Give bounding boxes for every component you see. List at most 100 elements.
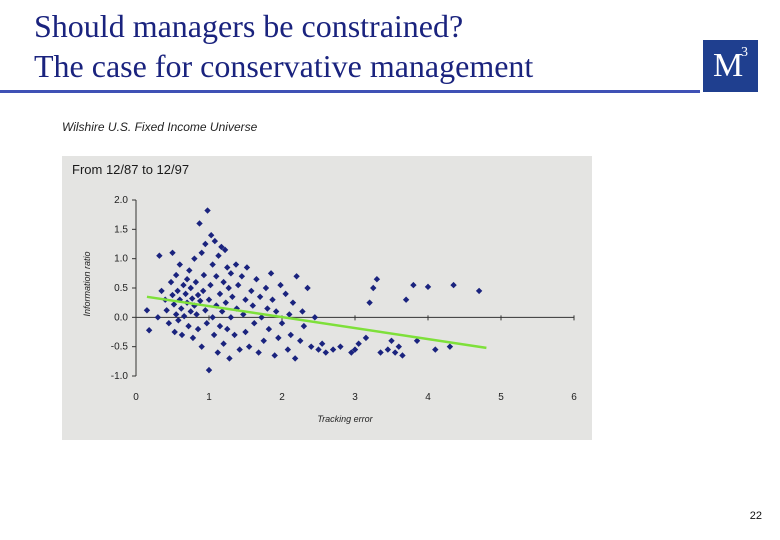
data-point <box>424 283 432 291</box>
data-point <box>308 343 315 350</box>
data-point <box>202 240 209 248</box>
company-logo: M 3 <box>703 40 758 92</box>
data-point <box>289 299 297 306</box>
title-line-1: Should managers be constrained? <box>34 8 464 44</box>
y-tick-label: 1.5 <box>114 224 128 235</box>
data-point <box>265 325 273 333</box>
data-point <box>156 252 163 259</box>
data-point <box>446 343 454 350</box>
data-point <box>218 243 225 251</box>
data-point <box>287 331 294 339</box>
data-point <box>218 308 226 315</box>
x-tick-label: 4 <box>425 392 431 403</box>
y-axis-label: Information ratio <box>82 251 92 316</box>
data-point <box>192 278 200 286</box>
data-point <box>185 322 192 330</box>
data-point <box>174 287 181 295</box>
data-point <box>269 296 276 303</box>
data-point <box>278 320 286 327</box>
data-point <box>351 346 359 353</box>
data-point <box>209 261 216 268</box>
data-point <box>180 312 188 320</box>
data-point <box>209 314 216 321</box>
x-tick-label: 6 <box>571 392 577 403</box>
data-point <box>224 325 231 333</box>
data-point <box>198 249 205 256</box>
data-points <box>143 207 483 374</box>
data-point <box>391 349 399 356</box>
data-point <box>187 308 194 315</box>
data-point <box>243 264 251 271</box>
data-point <box>186 267 193 274</box>
data-point <box>163 307 170 314</box>
trendline-group <box>146 295 487 350</box>
data-point <box>232 261 240 268</box>
data-point <box>318 340 326 347</box>
data-point <box>172 311 180 318</box>
data-point <box>388 337 395 344</box>
data-point <box>402 296 410 303</box>
data-point <box>204 207 211 214</box>
data-point <box>202 307 209 314</box>
data-point <box>284 346 292 353</box>
data-point <box>277 281 284 289</box>
data-point <box>304 284 311 292</box>
data-point <box>200 271 208 279</box>
data-point <box>154 314 162 321</box>
data-point <box>235 281 242 289</box>
data-point <box>227 270 235 277</box>
title-underline <box>0 90 700 93</box>
data-point <box>395 343 402 350</box>
y-tick-label: -0.5 <box>111 342 129 353</box>
data-point <box>370 284 377 292</box>
data-point <box>362 334 370 342</box>
data-point <box>366 299 373 306</box>
data-point <box>175 317 182 324</box>
data-point <box>211 237 219 245</box>
logo-superscript: 3 <box>741 45 748 60</box>
data-point <box>180 281 187 289</box>
data-point <box>377 349 384 356</box>
x-axis-label: Tracking error <box>317 414 373 424</box>
data-point <box>227 314 235 321</box>
data-point <box>413 337 421 344</box>
data-point <box>205 366 213 374</box>
data-point <box>205 296 213 303</box>
data-point <box>220 278 227 286</box>
slide-title: Should managers be constrained? The case … <box>34 6 533 86</box>
data-point <box>216 322 224 330</box>
universe-label: Wilshire U.S. Fixed Income Universe <box>62 120 258 134</box>
data-point <box>231 331 238 339</box>
data-point <box>158 287 165 295</box>
data-point <box>178 331 186 339</box>
data-point <box>215 252 222 259</box>
data-point <box>432 346 439 353</box>
data-point <box>216 290 224 298</box>
data-point <box>373 276 381 283</box>
data-point <box>203 320 211 327</box>
data-point <box>249 302 256 309</box>
scatter-chart: 2.0 1.5 1.0 0.5 0.0 -0.5 -1.0 0 1 2 3 4 5 6 Tracking … <box>82 195 577 424</box>
data-point <box>262 284 270 292</box>
data-point <box>260 337 267 344</box>
data-point <box>193 311 200 318</box>
data-point <box>167 278 175 286</box>
data-point <box>242 296 249 303</box>
data-point <box>207 281 214 289</box>
data-point <box>337 343 344 350</box>
title-line-2: The case for conservative management <box>34 48 534 84</box>
data-point <box>145 327 153 334</box>
data-point <box>384 346 392 353</box>
data-point <box>248 287 255 295</box>
x-tick-label: 2 <box>279 392 285 403</box>
data-point <box>189 334 197 342</box>
data-point <box>258 314 265 321</box>
data-point <box>165 320 173 327</box>
y-tick-label: -1.0 <box>111 371 129 382</box>
data-point <box>291 355 299 362</box>
data-point <box>220 340 227 347</box>
data-point <box>410 281 417 289</box>
data-point <box>240 311 247 318</box>
data-point <box>329 346 337 353</box>
data-point <box>213 273 220 280</box>
